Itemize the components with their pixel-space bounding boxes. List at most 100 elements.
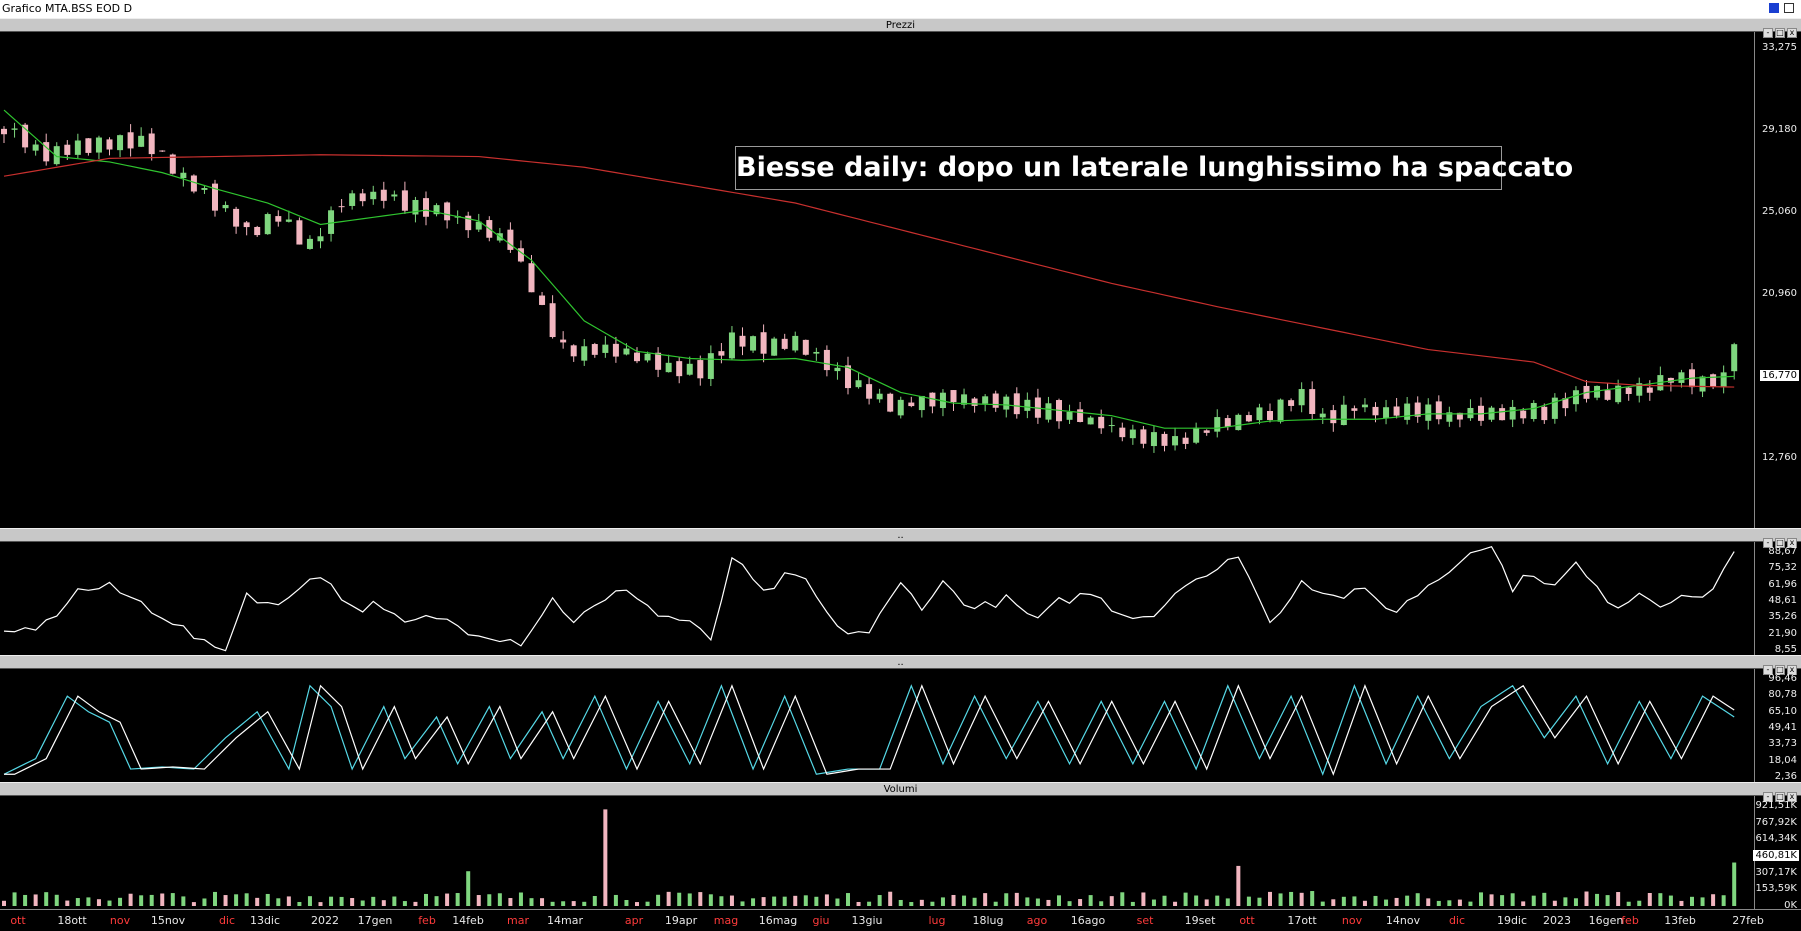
volume-bar xyxy=(867,901,872,906)
maximize-icon[interactable]: □ xyxy=(1775,792,1785,802)
stochastic-chart[interactable] xyxy=(0,655,1754,782)
volume-bar xyxy=(782,896,787,906)
candle-body xyxy=(148,133,155,155)
minimize-icon[interactable]: - xyxy=(1763,665,1773,675)
x-tick-label: ott xyxy=(1239,914,1255,927)
maximize-icon[interactable]: □ xyxy=(1775,665,1785,675)
candle-body xyxy=(929,392,936,407)
price-panel[interactable]: Prezzi - □ x 33,275 29,180 25,060 20,960 16,77… xyxy=(0,18,1801,545)
window-controls[interactable] xyxy=(1769,2,1799,15)
volume-bar xyxy=(1310,891,1315,906)
y-tick-label: 16,770 xyxy=(1760,370,1799,381)
y-tick-label: 921,51K xyxy=(1755,800,1797,811)
minimize-icon[interactable]: - xyxy=(1763,28,1773,38)
volume-bar xyxy=(128,893,133,906)
candle-body xyxy=(349,193,356,206)
volume-bar xyxy=(1542,892,1547,906)
price-panel-controls[interactable]: - □ x xyxy=(1761,20,1799,38)
volume-bar xyxy=(993,901,998,906)
candle-body xyxy=(169,154,176,174)
volume-bar xyxy=(65,900,70,906)
candle-body xyxy=(750,336,757,351)
y-tick-label: 460,81K xyxy=(1753,850,1799,861)
x-tick-label: 19apr xyxy=(664,914,698,927)
volume-bar xyxy=(1183,892,1188,906)
minimize-icon[interactable]: - xyxy=(1763,538,1773,548)
candle-body xyxy=(823,349,830,371)
candle-body xyxy=(1456,412,1463,420)
volume-bar xyxy=(1457,899,1462,906)
volume-bar xyxy=(1162,895,1167,906)
candle-body xyxy=(1372,406,1379,416)
y-tick-label: 8,55 xyxy=(1774,644,1797,655)
volume-bar xyxy=(244,893,249,906)
maximize-icon[interactable]: □ xyxy=(1775,28,1785,38)
close-icon[interactable] xyxy=(1784,3,1794,13)
candle-body xyxy=(549,303,556,338)
volume-panel-controls[interactable]: - □ x xyxy=(1761,784,1799,802)
x-tick-label: mar xyxy=(507,914,529,927)
volume-bar xyxy=(930,901,935,906)
x-tick-label: 13feb xyxy=(1664,914,1696,927)
volume-bar xyxy=(888,891,893,906)
candle-body xyxy=(581,346,588,361)
candle-body xyxy=(1087,417,1094,425)
candle-body xyxy=(1172,436,1179,446)
x-tick-label: 14nov xyxy=(1385,914,1421,927)
price-chart[interactable] xyxy=(0,18,1754,528)
oscillator-chart[interactable] xyxy=(0,528,1754,655)
candle-body xyxy=(781,338,788,349)
volume-bar xyxy=(181,896,186,906)
candle-body xyxy=(1098,416,1105,429)
volume-chart[interactable] xyxy=(0,782,1754,909)
candle-body xyxy=(1467,407,1474,419)
y-tick-label: 2,36 xyxy=(1774,771,1797,782)
candle-body xyxy=(950,390,957,403)
candle-body xyxy=(190,175,197,192)
volume-bar xyxy=(1679,900,1684,906)
candle-body xyxy=(32,144,39,151)
oscillator-panel[interactable]: .. - □ x 88,67 75,32 61,96 48,61 35,26 21,90 8,5… xyxy=(0,528,1801,655)
close-icon[interactable]: x xyxy=(1787,792,1797,802)
close-icon[interactable]: x xyxy=(1787,538,1797,548)
stochastic-panel-controls[interactable]: - □ x xyxy=(1761,657,1799,675)
candle-body xyxy=(845,365,851,389)
restore-icon[interactable] xyxy=(1769,3,1779,13)
candle-body xyxy=(11,128,18,130)
volume-bar xyxy=(635,902,639,906)
candle-body xyxy=(1203,430,1210,433)
volume-panel[interactable]: Volumi - □ x 921,51K 767,92K 614,34K 460,81K 3… xyxy=(0,782,1801,911)
volume-bar xyxy=(1711,894,1716,906)
volume-bar xyxy=(255,897,260,906)
stochastic-panel[interactable]: .. - □ x 96,46 80,78 65,10 49,41 33,73 18,04 2,3… xyxy=(0,655,1801,782)
x-tick-label: 13giu xyxy=(851,914,883,927)
y-tick-label: 96,46 xyxy=(1768,673,1797,684)
volume-bar xyxy=(571,901,576,906)
candle-body xyxy=(465,215,472,231)
candle-body xyxy=(1604,390,1611,400)
volume-bar xyxy=(402,901,407,906)
candle-body xyxy=(1024,399,1031,411)
candle-body xyxy=(771,338,778,356)
candle-body xyxy=(707,353,714,379)
volume-bar xyxy=(698,892,703,906)
candle-body xyxy=(475,221,482,230)
maximize-icon[interactable]: □ xyxy=(1775,538,1785,548)
volume-bar xyxy=(234,894,239,906)
volume-bar xyxy=(592,895,597,906)
minimize-icon[interactable]: - xyxy=(1763,792,1773,802)
close-icon[interactable]: x xyxy=(1787,28,1797,38)
candle-body xyxy=(423,198,429,217)
y-tick-label: 61,96 xyxy=(1768,578,1797,590)
oscillator-panel-controls[interactable]: - □ x xyxy=(1761,530,1799,548)
volume-bar xyxy=(1014,892,1019,906)
volume-bar xyxy=(803,895,808,906)
close-icon[interactable]: x xyxy=(1787,665,1797,675)
volume-bar xyxy=(582,901,587,906)
volume-bar xyxy=(1109,896,1114,906)
y-tick-label: 25,060 xyxy=(1762,206,1797,217)
volume-bar xyxy=(1489,894,1494,906)
candle-body xyxy=(222,204,229,209)
candle-body xyxy=(1129,429,1136,439)
candle-body xyxy=(1245,415,1252,422)
